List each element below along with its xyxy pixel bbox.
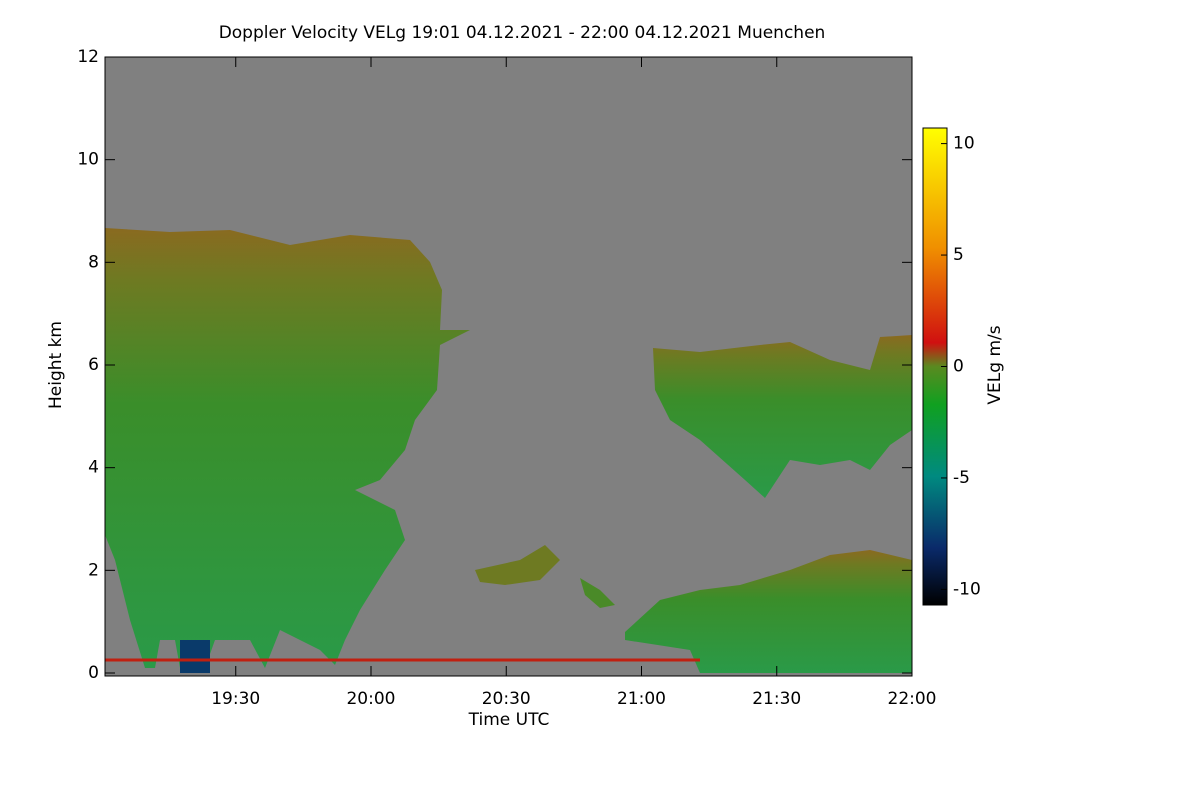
y-tick-label: 2 — [88, 560, 99, 580]
colorbar-tick-label: -10 — [953, 579, 981, 599]
plot-frame — [104, 56, 913, 677]
y-tick-label: 10 — [77, 150, 99, 170]
y-axis-label: Height km — [46, 321, 66, 409]
colorbar-label: VELg m/s — [985, 325, 1005, 404]
colorbar-tick-label: 5 — [953, 245, 964, 265]
x-tick-label: 20:00 — [346, 689, 395, 709]
y-tick-label: 8 — [88, 252, 99, 272]
y-tick-label: 12 — [77, 47, 99, 67]
x-tick-label: 21:30 — [752, 689, 801, 709]
colorbar-tick-label: -5 — [953, 468, 970, 488]
x-axis-label: Time UTC — [468, 710, 550, 730]
y-tick-label: 4 — [88, 458, 99, 478]
y-tick-label: 6 — [88, 355, 99, 375]
x-tick-label: 20:30 — [482, 689, 531, 709]
echo-regions — [105, 228, 912, 673]
y-tick-label: 0 — [88, 663, 99, 683]
chart-title: Doppler Velocity VELg 19:01 04.12.2021 -… — [219, 23, 826, 43]
x-tick-label: 19:30 — [211, 689, 260, 709]
x-tick-label: 22:00 — [888, 689, 937, 709]
x-tick-label: 21:00 — [617, 689, 666, 709]
colorbar-tick-label: 10 — [953, 134, 975, 154]
colorbar-tick-label: 0 — [953, 357, 964, 377]
